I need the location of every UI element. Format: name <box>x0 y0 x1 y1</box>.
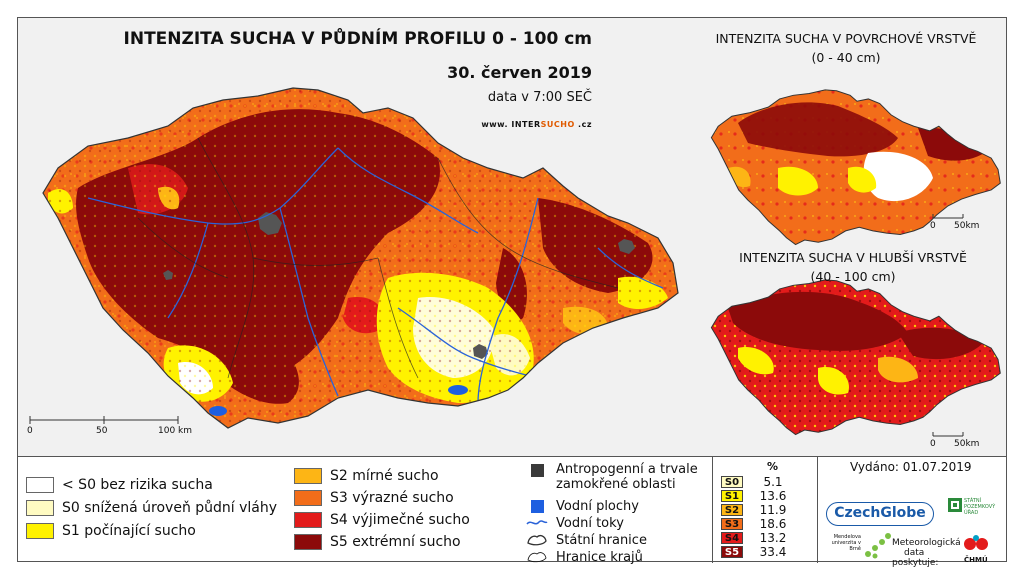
legend: < S0 bez rizika sucha S0 snížená úroveň … <box>18 456 1006 568</box>
drought-map-frame: INTENZITA SUCHA V PŮDNÍM PROFILU 0 - 100… <box>17 17 1007 568</box>
maps-canvas <box>29 87 1001 437</box>
mendel-dots-icon <box>865 533 891 559</box>
dark-square-icon <box>526 462 548 478</box>
river-line-icon <box>526 515 548 531</box>
mendel-logo: Mendelova univerzita v Brně <box>831 534 861 552</box>
city-praha <box>258 212 282 235</box>
website-link[interactable]: www. INTERSUCHO .cz <box>481 120 592 129</box>
surface-scale-50: 50km <box>954 221 980 231</box>
deep-state-border <box>710 279 1001 436</box>
stat-row-s2: S2 11.9 <box>721 503 803 517</box>
spu-logo: STÁTNÍ POZEMKOVÝ ÚŘAD <box>948 498 998 524</box>
lake-nove-mlyny <box>448 385 468 395</box>
main-map-date: 30. červen 2019 <box>447 63 592 82</box>
lake-lipno <box>209 406 227 416</box>
czechglobe-logo: CzechGlobe <box>826 502 934 526</box>
stat-row-s3: S3 18.6 <box>721 517 803 531</box>
stat-row-s5: S5 33.4 <box>721 545 803 559</box>
chmu-logo-text: ČHMÚ <box>964 556 988 564</box>
chmu-logo-icon <box>964 535 988 550</box>
legend-class-s5: S5 extrémní sucho <box>294 534 461 550</box>
deep-scale-0: 0 <box>930 439 936 449</box>
swatch-s4 <box>294 512 322 528</box>
legend-class-none: < S0 bez rizika sucha <box>26 477 213 493</box>
stat-row-s0: S0 5.1 <box>721 475 803 489</box>
main-map-time: data v 7:00 SEČ <box>487 90 592 105</box>
main-scale-50: 50 <box>96 426 108 436</box>
main-map-title: INTENZITA SUCHA V PŮDNÍM PROFILU 0 - 100… <box>123 29 592 49</box>
stats-header: % <box>767 460 779 473</box>
map-area: INTENZITA SUCHA V PŮDNÍM PROFILU 0 - 100… <box>18 18 1006 457</box>
deep-layer-title: INTENZITA SUCHA V HLUBŠÍ VRSTVĚ (40 - 10… <box>739 250 967 284</box>
legend-symbol-region-border: Hranice krajů <box>526 549 643 565</box>
legend-symbol-rivers: Vodní toky <box>526 515 624 531</box>
rivers <box>87 147 664 404</box>
stat-row-s4: S4 13.2 <box>721 531 803 545</box>
surface-scale-bar <box>932 214 964 219</box>
main-state-border <box>42 87 679 429</box>
region-border-icon <box>526 549 548 565</box>
legend-symbol-anthropogenic: Antropogenní a trvale zamokřené oblasti <box>526 462 698 492</box>
swatch-none <box>26 477 54 493</box>
surface-state-border <box>710 89 1001 246</box>
swatch-s2 <box>294 468 322 484</box>
blue-square-icon <box>526 498 548 514</box>
main-scale-100: 100 km <box>158 426 193 436</box>
deep-scale-bar <box>932 432 964 437</box>
legend-class-s4: S4 výjimečné sucho <box>294 512 470 528</box>
main-scale-0: 0 <box>27 426 33 436</box>
legend-class-s2: S2 mírné sucho <box>294 468 439 484</box>
city-brno <box>473 344 488 359</box>
swatch-s5 <box>294 534 322 550</box>
surface-scale-0: 0 <box>930 221 936 231</box>
surface-layer-title: INTENZITA SUCHA V POVRCHOVÉ VRSTVĚ (0 - … <box>715 31 977 65</box>
deep-scale-50: 50km <box>954 439 980 449</box>
legend-class-s0: S0 snížená úroveň půdní vláhy <box>26 500 277 516</box>
legend-symbol-water-bodies: Vodní plochy <box>526 498 639 514</box>
legend-class-s1: S1 počínající sucho <box>26 523 196 539</box>
region-borders <box>137 137 619 379</box>
swatch-s0 <box>26 500 54 516</box>
state-border-icon <box>526 532 548 548</box>
city-ostrava <box>618 239 635 254</box>
issued-date: Vydáno: 01.07.2019 <box>850 460 972 474</box>
legend-symbol-state-border: Státní hranice <box>526 532 647 548</box>
meteo-provider-text: Meteorologická data poskytuje: <box>892 538 961 568</box>
legend-class-s3: S3 výrazné sucho <box>294 490 454 506</box>
swatch-s3 <box>294 490 322 506</box>
stats-table: % S0 5.1 S1 13.6 S2 11.9 S3 18.6 S4 13.2 <box>712 456 818 563</box>
stat-row-s1: S1 13.6 <box>721 489 803 503</box>
swatch-s1 <box>26 523 54 539</box>
main-scale-bar <box>29 416 179 424</box>
